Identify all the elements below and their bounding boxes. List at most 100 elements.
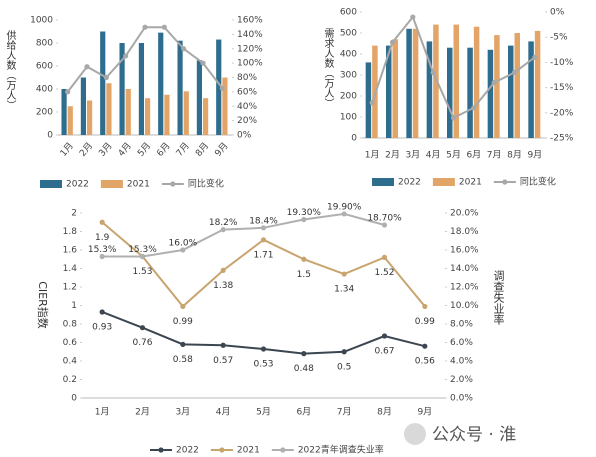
point	[381, 254, 388, 260]
y-tick-label: 0.6	[63, 338, 78, 348]
bar	[446, 47, 453, 139]
bar	[507, 45, 514, 138]
bar	[412, 28, 419, 138]
y2-tick-label: 0%	[550, 8, 565, 18]
point	[422, 343, 428, 349]
x-tick-label: 2月	[385, 150, 400, 161]
y-tick-label: 0	[351, 134, 357, 144]
data-label: 18.70%	[367, 214, 402, 224]
legend-swatch	[372, 178, 394, 186]
data-label: 16.0%	[169, 239, 198, 249]
data-label: 1.53	[132, 267, 152, 277]
x-tick-label: 3月	[405, 150, 420, 161]
y-tick-label: 0.8	[63, 320, 78, 330]
legend-label: 2022	[176, 446, 199, 456]
y2-tick-label: 0%	[237, 131, 252, 141]
point	[471, 105, 477, 111]
x-tick-label: 7月	[337, 407, 352, 418]
point	[220, 227, 226, 233]
bar	[514, 33, 521, 138]
data-label: 19.30%	[287, 208, 322, 218]
y-tick-label: 0.2	[63, 375, 77, 385]
bar	[87, 100, 93, 135]
bar	[426, 41, 433, 138]
data-label: 18.4%	[249, 216, 278, 226]
point	[389, 39, 396, 45]
legend-label: 2021	[459, 178, 482, 188]
bar	[145, 98, 151, 135]
y2-tick-label: 20%	[237, 116, 257, 126]
x-tick-label: 6月	[466, 150, 481, 161]
point	[369, 100, 375, 106]
bar	[216, 39, 222, 135]
bar	[61, 89, 67, 135]
legend-marker	[219, 447, 225, 453]
y-axis-title: 需求人数（万人）	[322, 28, 334, 108]
data-label: 0.99	[415, 317, 435, 327]
watermark-text: 公众号 · 淮	[432, 425, 516, 445]
legend-marker	[280, 447, 286, 453]
x-tick-label: 5月	[446, 150, 461, 161]
x-tick-label: 1月	[95, 407, 110, 418]
x-tick-label: 7月	[487, 150, 502, 161]
point	[511, 69, 518, 76]
y-tick-label: 1.2	[63, 283, 77, 293]
bar	[203, 98, 209, 135]
bar	[67, 106, 73, 135]
data-label: 1.71	[253, 250, 273, 260]
legend-label: 2021	[127, 180, 150, 190]
legend-marker	[502, 179, 508, 185]
y-tick-label: 0	[71, 394, 77, 404]
y2-tick-label: -25%	[550, 134, 574, 144]
legend-label: 2022	[66, 180, 89, 190]
x-tick-label: 3月	[175, 407, 190, 418]
y2-tick-label: 18.0%	[450, 227, 479, 237]
bar	[453, 24, 460, 139]
legend-label: 2022	[398, 178, 421, 188]
y2-tick-label: 14.0%	[450, 264, 479, 274]
point	[103, 74, 109, 81]
data-label: 1.9	[95, 233, 110, 243]
bar	[385, 45, 392, 138]
y2-tick-label: -5%	[550, 33, 568, 43]
data-label: 0.57	[213, 356, 233, 366]
y-tick-label: 300	[340, 71, 357, 81]
bar	[138, 43, 144, 135]
point	[161, 24, 167, 30]
data-label: 1.52	[374, 268, 394, 278]
bar	[494, 35, 500, 138]
y2-tick-label: 60%	[237, 87, 257, 97]
data-label: 15.3%	[128, 245, 157, 255]
y-tick-label: 800	[36, 39, 53, 49]
y-tick-label: 2	[71, 209, 77, 219]
y-tick-label: 1000	[30, 16, 53, 26]
legend-label: 2022青年调查失业率	[298, 444, 384, 456]
y2-tick-label: 120%	[237, 44, 263, 54]
legend-swatch	[40, 180, 62, 188]
x-tick-label: 6月	[296, 407, 311, 418]
y2-tick-label: 12.0%	[450, 283, 479, 293]
point	[84, 64, 90, 70]
point	[301, 256, 307, 262]
y2-axis-title: 调查失业率	[492, 270, 505, 326]
legend-label: 同比变化	[188, 178, 224, 190]
bar	[406, 28, 412, 138]
x-tick-label: 9月	[417, 407, 432, 418]
data-label: 0.58	[173, 355, 193, 365]
watermark: 公众号 · 淮	[404, 423, 516, 445]
point	[99, 309, 105, 315]
point	[139, 325, 146, 331]
data-label: 0.93	[92, 322, 112, 332]
point	[381, 222, 388, 228]
y2-tick-label: 6.0%	[450, 338, 473, 348]
bar	[222, 77, 228, 135]
x-tick-label: 4月	[426, 150, 441, 161]
bar	[183, 91, 189, 135]
y2-tick-label: 80%	[237, 73, 257, 83]
x-tick-label: 2月	[135, 407, 150, 418]
y2-tick-label: 140%	[237, 30, 263, 40]
bar	[164, 94, 170, 135]
data-label: 15.3%	[88, 245, 117, 255]
point	[341, 211, 347, 217]
